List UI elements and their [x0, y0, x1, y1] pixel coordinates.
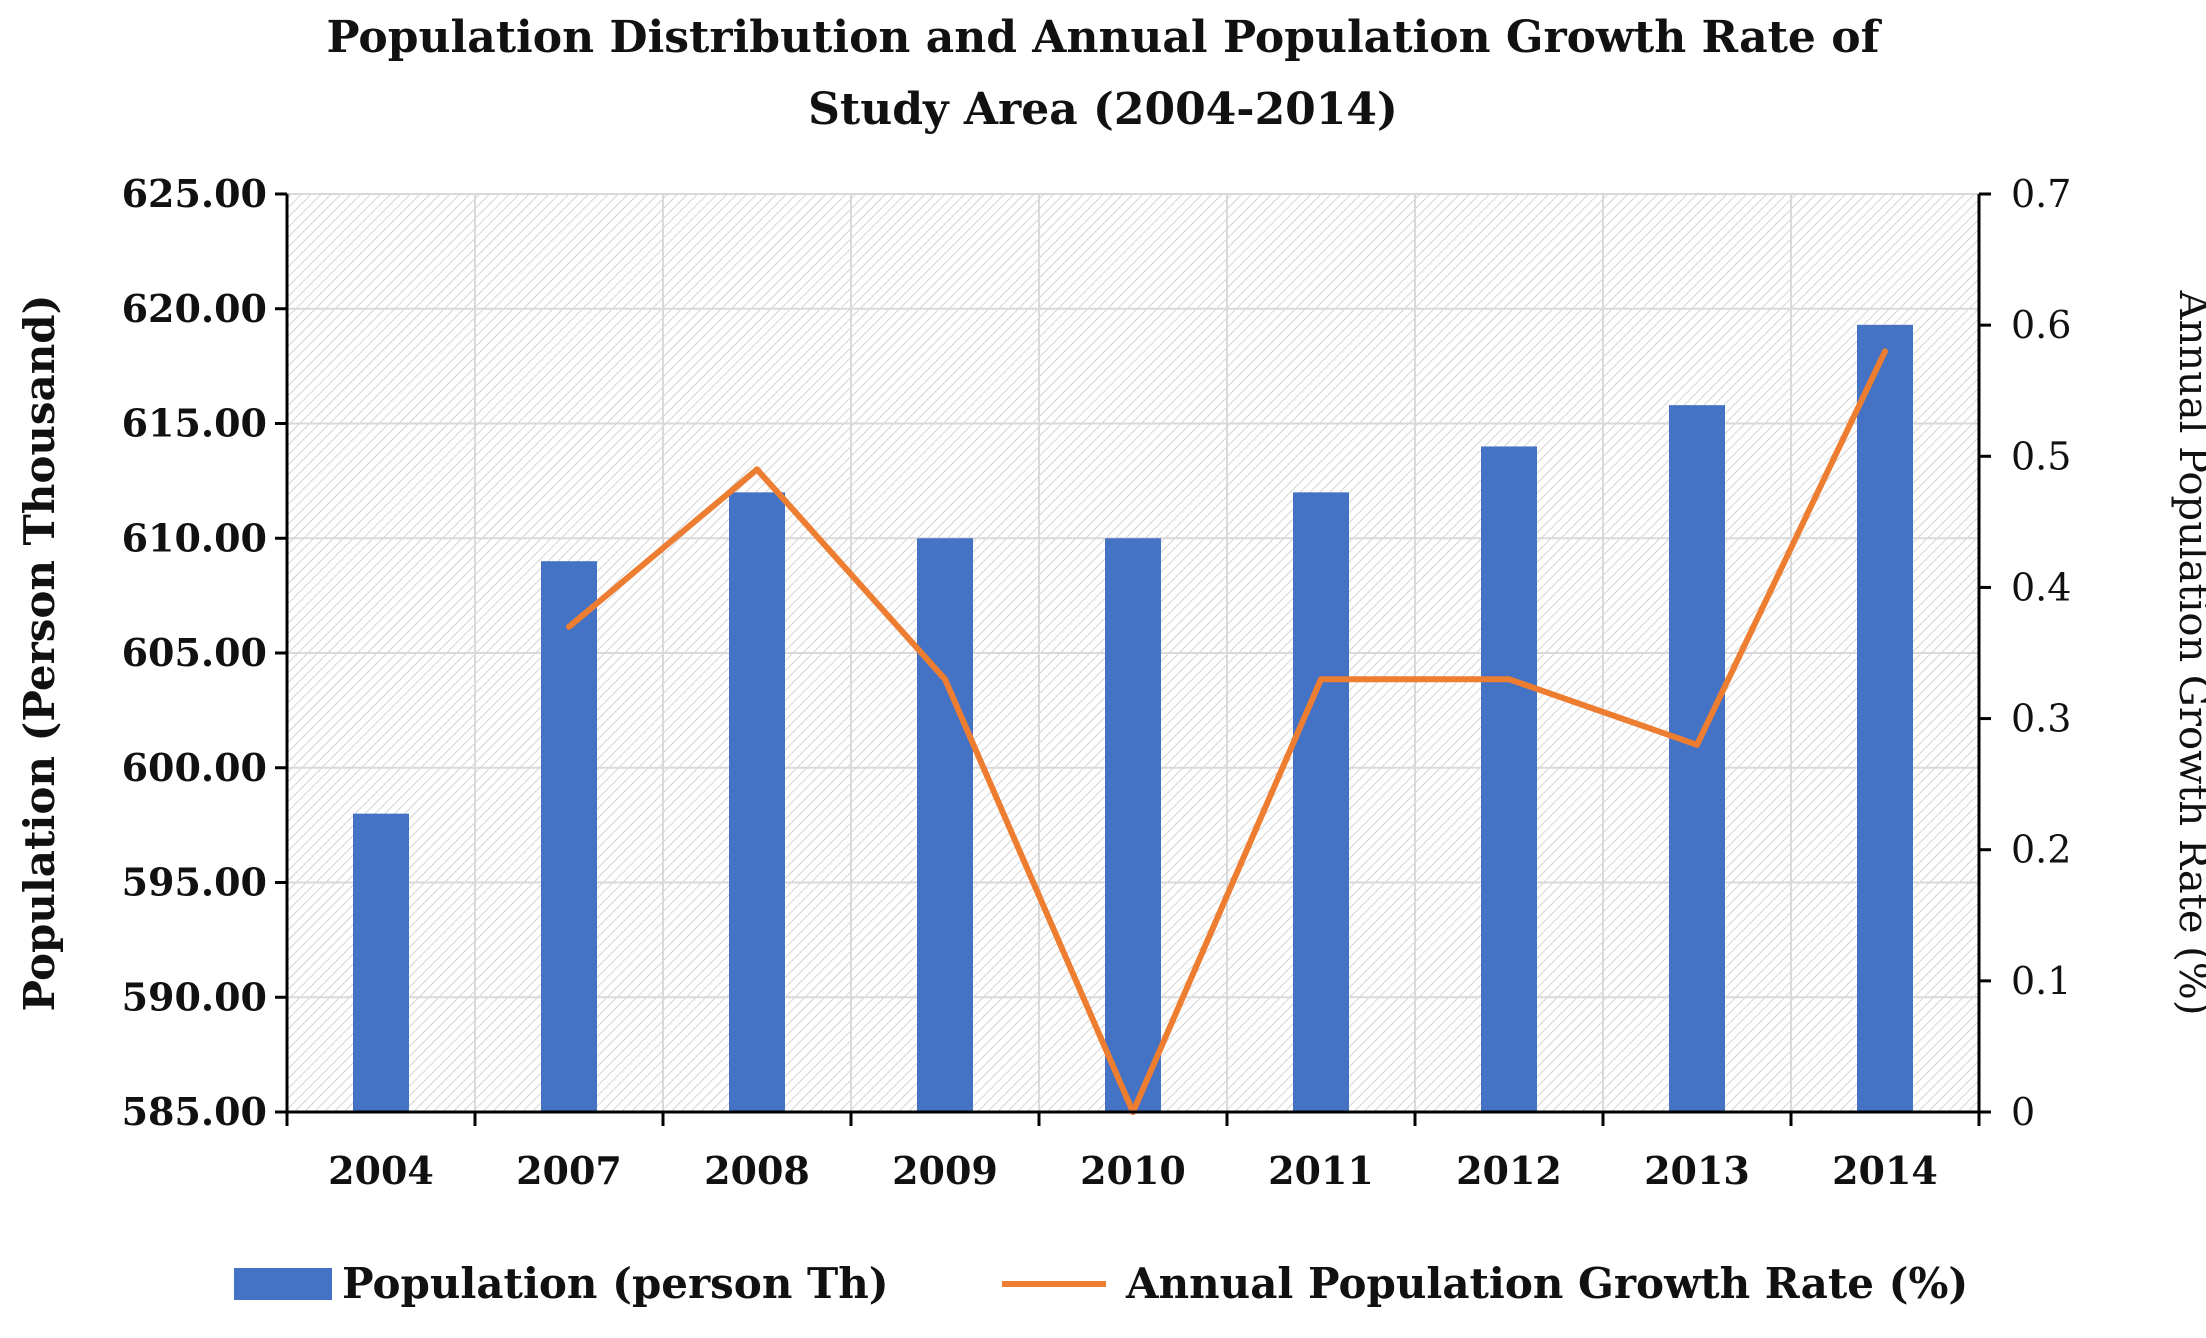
y-tick-label-5: 610.00 — [122, 515, 267, 560]
bar-2008 — [729, 492, 785, 1113]
x-tick-label-2014: 2014 — [1832, 1148, 1938, 1193]
bar-2010 — [1105, 538, 1161, 1112]
growth-point-2013 — [1694, 741, 1700, 748]
growth-point-2014 — [1882, 348, 1888, 355]
chart-title: Population Distribution and Annual Popul… — [326, 12, 1882, 63]
x-tick-label-2007: 2007 — [516, 1148, 622, 1193]
growth-point-2007 — [566, 623, 572, 630]
x-tick-label-2008: 2008 — [704, 1148, 810, 1193]
chart-subtitle: Study Area (2004-2014) — [808, 84, 1398, 135]
growth-rate-polyline — [567, 350, 1888, 1115]
y-tick-label-2: 595.00 — [122, 860, 267, 905]
left-axis-ticks: 585.00 590.00 595.00 600.00 605.00 610.00 615.… — [122, 171, 287, 1134]
growth-rate-line — [566, 348, 1888, 1115]
bar-2012 — [1481, 446, 1537, 1112]
y-tick-label-7: 620.00 — [122, 286, 267, 331]
y2-tick-label-6: 0.6 — [2011, 303, 2071, 347]
right-axis-ticks: 0 0.1 0.2 0.3 0.4 0.5 0.6 0.7 — [1979, 172, 2071, 1134]
y2-tick-label-5: 0.5 — [2011, 434, 2071, 478]
growth-point-2011 — [1318, 676, 1324, 683]
bar-2007 — [541, 561, 597, 1112]
x-tick-label-2011: 2011 — [1268, 1148, 1374, 1193]
bar-2009 — [917, 538, 973, 1112]
x-tick-label-2012: 2012 — [1456, 1148, 1562, 1193]
legend: Population (person Th) Annual Population… — [234, 1259, 1968, 1308]
population-bars — [353, 324, 1913, 1113]
y2-tick-label-3: 0.3 — [2011, 697, 2071, 741]
y2-tick-label-2: 0.2 — [2011, 828, 2071, 872]
legend-swatch-population — [234, 1268, 332, 1300]
y-tick-label-3: 600.00 — [122, 745, 267, 790]
y2-axis-title: Annual Population Growth Rate (%) — [2170, 290, 2206, 1016]
bar-2011 — [1293, 492, 1349, 1113]
growth-point-2009 — [942, 676, 948, 683]
x-axis-ticks: 2004 2007 2008 2009 2010 2011 2012 2013 2014 — [285, 1112, 1981, 1193]
x-tick-label-2010: 2010 — [1080, 1148, 1186, 1193]
legend-label-population: Population (person Th) — [342, 1259, 889, 1308]
x-tick-label-2013: 2013 — [1644, 1148, 1750, 1193]
bar-2013 — [1669, 405, 1725, 1112]
y2-tick-label-0: 0 — [2011, 1090, 2035, 1134]
y2-tick-label-7: 0.7 — [2011, 172, 2071, 216]
growth-point-2012 — [1506, 676, 1512, 683]
y-tick-label-0: 585.00 — [122, 1089, 267, 1134]
growth-point-2008 — [754, 466, 760, 473]
y-tick-label-1: 590.00 — [122, 974, 267, 1019]
y2-tick-label-1: 0.1 — [2011, 959, 2071, 1003]
bar-2014 — [1857, 324, 1913, 1112]
legend-label-growth-rate: Annual Population Growth Rate (%) — [1125, 1259, 1968, 1308]
bar-2004 — [353, 813, 409, 1112]
y-tick-label-8: 625.00 — [122, 171, 267, 216]
y-axis-title: Population (Person Thousand) — [15, 294, 64, 1011]
y-tick-label-6: 615.00 — [122, 401, 267, 446]
y-tick-label-4: 605.00 — [122, 630, 267, 675]
y2-tick-label-4: 0.4 — [2011, 565, 2071, 609]
x-tick-label-2004: 2004 — [328, 1148, 434, 1193]
x-tick-label-2009: 2009 — [892, 1148, 998, 1193]
